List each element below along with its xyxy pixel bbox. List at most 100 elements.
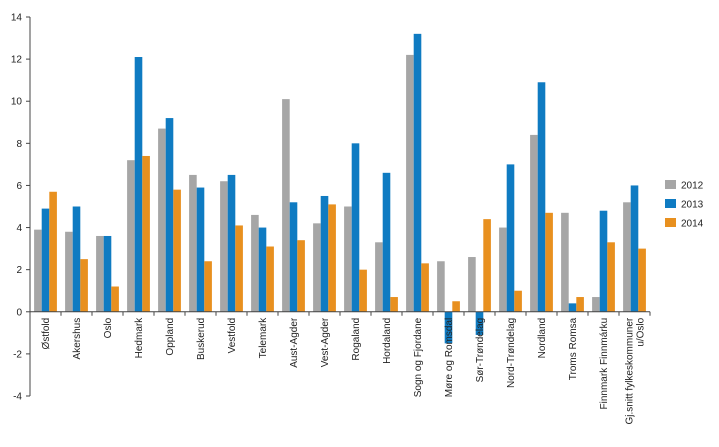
bar-2012 [96, 235, 104, 312]
x-category-label: Vest-Agder [320, 317, 331, 367]
bar-2013 [320, 195, 329, 312]
bar-2014 [111, 286, 119, 312]
bar-2013 [227, 174, 236, 312]
bar-2014 [452, 301, 460, 312]
x-category-label: Vestfold [227, 318, 238, 354]
x-category-label: Oppland [165, 318, 176, 356]
bar-2012 [530, 134, 538, 312]
bar-2014 [514, 290, 522, 312]
legend-swatch-2014 [665, 218, 676, 227]
legend-label-2014: 2014 [681, 219, 704, 230]
legend: 2012 2013 2014 [665, 180, 704, 230]
bar-2014 [328, 204, 336, 312]
bars [34, 33, 646, 344]
bar-2014 [266, 246, 274, 312]
bar-2012 [468, 257, 476, 312]
bar-2012 [623, 202, 631, 312]
bar-2012 [189, 174, 197, 312]
y-tick-label: 4 [16, 223, 22, 234]
x-category-label: Aust-Agder [289, 317, 300, 368]
bar-2012 [437, 261, 445, 312]
x-category-label: Telemark [258, 317, 269, 359]
x-category-label: Gj.snitt fylkeskommuner [625, 317, 636, 424]
bar-2013 [258, 227, 267, 312]
bar-2012 [282, 99, 290, 312]
bar-2013 [475, 311, 484, 335]
bar-2013 [72, 206, 81, 312]
bar-2013 [41, 208, 50, 312]
bar-2014 [390, 297, 398, 312]
y-axis: -4 -2 0 2 4 6 8 10 12 14 [11, 13, 31, 403]
bar-2014 [235, 225, 243, 312]
bar-2012 [158, 128, 166, 312]
bar-2014 [142, 155, 150, 312]
y-tick-label: 10 [11, 97, 23, 108]
bar-2013 [382, 172, 391, 312]
bar-2012 [65, 231, 73, 312]
x-category-label: u/Oslo [636, 317, 647, 346]
y-tick-label: 8 [16, 139, 22, 150]
bar-2013 [599, 210, 608, 312]
x-category-label: Buskerud [196, 318, 207, 360]
legend-label-2013: 2013 [681, 200, 704, 211]
bar-2014 [545, 212, 553, 312]
bar-2014 [297, 240, 305, 312]
bar-2012 [344, 206, 352, 312]
bar-2012 [561, 212, 569, 312]
bar-2013 [444, 311, 453, 344]
bar-2013 [568, 303, 577, 312]
x-category-label: Sogn og Fjordane [413, 317, 424, 397]
bar-2013 [351, 143, 360, 312]
legend-label-2012: 2012 [681, 181, 704, 192]
x-category-label: Sør-Trøndelag [475, 318, 486, 383]
bar-2014 [421, 263, 429, 312]
bar-2013 [506, 164, 515, 312]
x-category-label: Møre og Romsdal [444, 318, 455, 397]
bar-2012 [499, 227, 507, 312]
bar-2013 [196, 187, 205, 312]
x-category-label: Finnmark Finnmárku [599, 318, 610, 410]
bar-2013 [537, 82, 546, 312]
bar-2013 [289, 202, 298, 312]
bar-2012 [127, 160, 135, 312]
x-axis: Østfold Akershus Oslo Hedmark Oppland Buskeru… [29, 311, 651, 424]
bar-2012 [592, 297, 600, 312]
x-category-label: Troms Romsa [568, 317, 579, 380]
y-tick-label: 0 [16, 307, 22, 318]
bar-2012 [251, 214, 259, 312]
x-category-label: Østfold [41, 318, 52, 350]
x-category-label: Nordland [537, 318, 548, 359]
y-tick-label: 2 [16, 265, 22, 276]
bar-2013 [413, 33, 422, 312]
bar-2012 [34, 229, 42, 312]
bar-2014 [80, 259, 88, 312]
bar-2012 [375, 242, 383, 312]
x-category-label: Hedmark [134, 317, 145, 359]
x-category-label: Hordaland [382, 318, 393, 364]
bar-2012 [220, 181, 228, 312]
bar-2014 [638, 248, 646, 312]
bar-2012 [406, 54, 414, 312]
x-category-label: Nord-Trøndelag [506, 318, 517, 388]
x-category-label: Rogaland [351, 318, 362, 361]
y-tick-label: 12 [11, 55, 23, 66]
y-tick-label: -4 [13, 392, 22, 403]
bar-2014 [483, 219, 491, 312]
bar-2013 [630, 185, 639, 312]
bar-2014 [204, 261, 212, 312]
x-category-label: Oslo [103, 317, 114, 338]
y-tick-label: 14 [11, 13, 23, 24]
bar-2014 [576, 297, 584, 312]
bar-2014 [607, 242, 615, 312]
bar-2013 [103, 235, 112, 312]
bar-2014 [49, 191, 57, 312]
y-tick-label: -2 [13, 349, 22, 360]
legend-swatch-2012 [665, 180, 676, 189]
legend-swatch-2013 [665, 199, 676, 208]
bar-2014 [359, 269, 367, 312]
bar-2014 [173, 189, 181, 312]
bar-2012 [313, 223, 321, 312]
bar-2013 [165, 118, 174, 312]
bar-2013 [134, 57, 143, 312]
